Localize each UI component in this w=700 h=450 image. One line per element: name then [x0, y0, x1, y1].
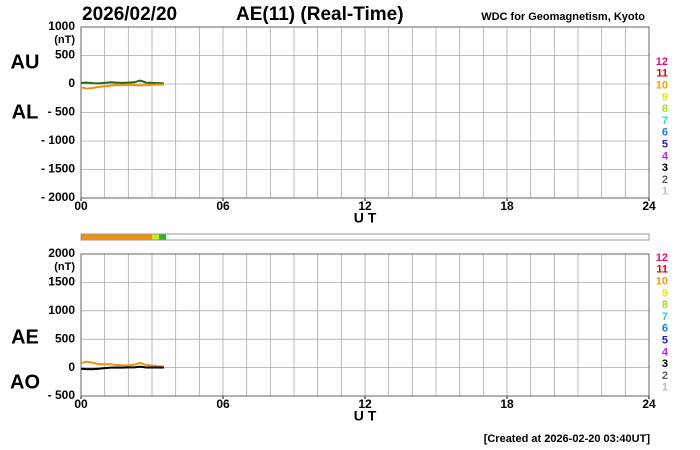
level-label: 4: [662, 150, 669, 162]
x-tick-label: 00: [74, 397, 88, 411]
y-tick-label: 1000: [48, 19, 75, 33]
x-tick-label: 06: [216, 397, 230, 411]
level-label: 5: [662, 335, 668, 347]
y-tick-label: - 1500: [41, 162, 75, 176]
x-tick-label: 18: [500, 199, 514, 213]
series-name: AO: [10, 371, 40, 393]
series-line: [80, 83, 164, 90]
level-label: 10: [656, 80, 668, 92]
footer: [Created at 2026-02-20 03:40UT]: [484, 433, 651, 445]
y-tick-label: - 500: [48, 105, 76, 119]
status-segment: [159, 234, 167, 240]
y-tick-label: - 1000: [41, 133, 75, 147]
level-label: 8: [662, 103, 668, 115]
series-name: AE: [11, 326, 39, 348]
x-axis-label: U T: [354, 408, 377, 424]
series-line: [80, 360, 164, 368]
level-label: 11: [656, 68, 668, 80]
x-tick-label: 00: [74, 199, 88, 213]
x-tick-label: 06: [216, 199, 230, 213]
title: AE(11) (Real-Time): [236, 4, 404, 25]
level-label: 12: [656, 56, 668, 68]
series-name: AU: [11, 51, 40, 73]
level-label: 7: [662, 115, 668, 127]
level-label: 9: [662, 91, 668, 103]
level-label: 7: [662, 311, 668, 323]
level-label: 1: [662, 382, 668, 394]
level-label: 3: [662, 358, 668, 370]
status-segment: [81, 234, 152, 240]
y-tick-label: 500: [55, 48, 75, 62]
y-tick-label: - 500: [48, 388, 76, 402]
y-unit: (nT): [54, 34, 75, 46]
series-name: AL: [12, 101, 39, 123]
status-segment: [152, 234, 160, 240]
y-tick-label: 2000: [48, 246, 75, 260]
series-line: [80, 365, 164, 371]
series-line: [80, 79, 164, 85]
level-label: 2: [662, 174, 668, 186]
y-tick-label: 1500: [48, 275, 75, 289]
level-label: 10: [656, 276, 668, 288]
x-tick-label: 24: [642, 397, 656, 411]
level-label: 5: [662, 139, 668, 151]
y-tick-label: 500: [55, 331, 75, 345]
status-frame: [80, 233, 650, 241]
y-tick-label: 1000: [48, 303, 75, 317]
date: 2026/02/20: [82, 4, 177, 25]
level-label: 6: [662, 323, 668, 335]
level-label: 8: [662, 299, 668, 311]
x-axis-label: U T: [354, 210, 377, 226]
level-label: 12: [656, 252, 668, 264]
x-tick-label: 12: [358, 397, 372, 411]
x-tick-label: 12: [358, 199, 372, 213]
level-label: 2: [662, 370, 668, 382]
plot-frame: [80, 253, 650, 397]
level-label: 3: [662, 162, 668, 174]
y-unit: (nT): [54, 261, 75, 273]
level-label: 6: [662, 127, 668, 139]
source: WDC for Geomagnetism, Kyoto: [481, 11, 645, 23]
level-label: 4: [662, 346, 669, 358]
y-tick-label: 0: [68, 76, 75, 90]
x-tick-label: 24: [642, 199, 656, 213]
level-label: 9: [662, 287, 668, 299]
x-tick-label: 18: [500, 397, 514, 411]
y-tick-label: 0: [68, 360, 75, 374]
level-label: 11: [656, 264, 668, 276]
level-label: 1: [662, 186, 668, 198]
y-tick-label: - 2000: [41, 190, 75, 204]
plot-frame: [80, 26, 650, 199]
